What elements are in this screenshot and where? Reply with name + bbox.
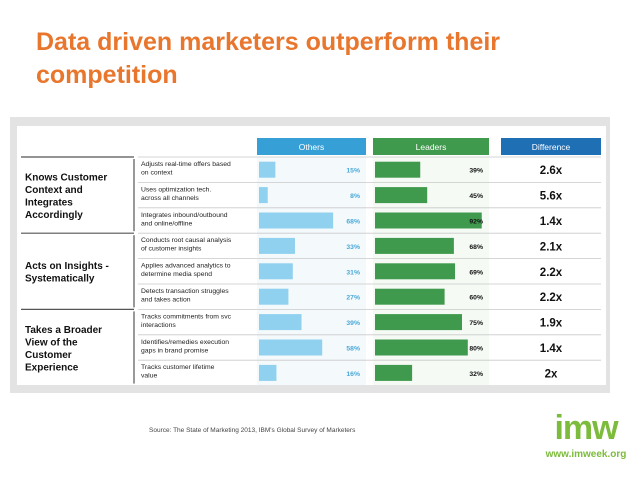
chart-area: Others Leaders Difference Knows Customer Con… <box>17 126 606 387</box>
leaders-value-label: 60% <box>469 295 483 302</box>
group-label-line: Experience <box>25 362 79 373</box>
others-bar <box>259 364 277 381</box>
group-label-line: Customer <box>25 350 72 361</box>
leaders-value-label: 32% <box>469 371 483 378</box>
leaders-bar <box>375 364 413 381</box>
slide-title: Data driven marketers outperform their c… <box>36 26 626 92</box>
others-bar <box>259 288 289 305</box>
difference-value-label: 5.6x <box>540 191 563 203</box>
row-label-line: Uses optimization tech. <box>141 186 211 193</box>
leaders-bar <box>375 161 421 178</box>
difference-value-label: 2.2x <box>540 267 563 279</box>
group-label-line: Systematically <box>25 274 95 285</box>
row-label-line: Tracks customer lifetime <box>141 364 215 371</box>
row-label-line: Identifies/remedies execution <box>141 339 229 346</box>
leaders-value-label: 39% <box>469 168 483 175</box>
others-bar <box>259 339 323 356</box>
leaders-value-label: 69% <box>469 269 483 276</box>
row-label-line: Applies advanced analytics to <box>141 263 231 270</box>
others-value-label: 31% <box>346 269 360 276</box>
row-label-line: Conducts root causal analysis <box>141 237 232 244</box>
leaders-bar <box>375 187 428 204</box>
row-label-line: across all channels <box>141 195 199 202</box>
group-label-line: Accordingly <box>25 210 83 221</box>
leaders-value-label: 68% <box>469 244 483 251</box>
difference-value-label: 2x <box>545 368 558 380</box>
row-label-line: and online/offline <box>141 220 192 227</box>
row-label-line: value <box>141 373 157 380</box>
group-label-line: Takes a Broader <box>25 325 102 336</box>
row-label-line: Detects transaction struggles <box>141 288 229 295</box>
group-label-line: Knows Customer <box>25 172 107 183</box>
others-value-label: 16% <box>346 371 360 378</box>
others-value-label: 58% <box>346 346 360 353</box>
chart-panel: Others Leaders Difference Knows Customer Con… <box>10 117 610 393</box>
difference-value-label: 1.4x <box>540 216 563 228</box>
difference-value-label: 1.9x <box>540 318 563 330</box>
leaders-bar <box>375 339 468 356</box>
slide-title-line-1: Data driven marketers outperform their <box>36 28 501 56</box>
row-label-line: and takes action <box>141 297 191 304</box>
column-header-label: Others <box>299 142 325 152</box>
others-bar <box>259 237 295 254</box>
others-bar <box>259 212 334 229</box>
slide-title-line-2: competition <box>36 61 178 89</box>
others-bar <box>259 161 276 178</box>
others-value-label: 68% <box>346 219 360 226</box>
column-header-label: Leaders <box>416 142 447 152</box>
leaders-bar <box>375 212 482 229</box>
leaders-value-label: 80% <box>469 346 483 353</box>
row-label-line: Tracks commitments from svc <box>141 313 232 320</box>
others-value-label: 8% <box>350 193 360 200</box>
column-header-bg-0 <box>257 138 366 155</box>
row-label-line: Integrates inbound/outbound <box>141 212 228 219</box>
row-label-line: of customer insights <box>141 246 202 253</box>
leaders-bar <box>375 263 456 280</box>
group-label-line: Integrates <box>25 197 73 208</box>
others-value-label: 33% <box>346 244 360 251</box>
leaders-bar <box>375 237 454 254</box>
column-header-bg-2 <box>501 138 601 155</box>
source-note: Source: The State of Marketing 2013, IBM… <box>149 427 356 434</box>
row-label-line: on context <box>141 170 172 177</box>
logo-wordmark: imw <box>554 409 618 447</box>
leaders-value-label: 92% <box>469 219 483 226</box>
others-bar <box>259 187 268 204</box>
difference-value-label: 2.6x <box>540 165 563 177</box>
difference-value-label: 2.2x <box>540 292 563 304</box>
leaders-value-label: 75% <box>469 320 483 327</box>
others-value-label: 27% <box>346 295 360 302</box>
leaders-bar <box>375 314 462 331</box>
row-label-line: gaps in brand promise <box>141 347 208 354</box>
others-bar <box>259 314 302 331</box>
comparison-chart: Others Leaders Difference Knows Customer Con… <box>21 138 601 387</box>
row-label-line: Adjusts real-time offers based <box>141 161 231 168</box>
column-header-bg-1 <box>373 138 489 155</box>
leaders-bar <box>375 288 445 305</box>
others-value-label: 15% <box>346 168 360 175</box>
row-label-line: interactions <box>141 322 176 329</box>
others-bar <box>259 263 293 280</box>
imw-logo[interactable]: imw www.imweek.org <box>536 407 636 467</box>
group-label-line: Acts on Insights - <box>25 261 109 272</box>
logo-url[interactable]: www.imweek.org <box>545 449 627 460</box>
group-label-line: Context and <box>25 185 83 196</box>
leaders-value-label: 45% <box>469 193 483 200</box>
group-label-line: View of the <box>25 337 78 348</box>
others-value-label: 39% <box>346 320 360 327</box>
difference-value-label: 1.4x <box>540 343 563 355</box>
row-label-line: determine media spend <box>141 271 212 278</box>
difference-value-label: 2.1x <box>540 241 563 253</box>
column-header-label: Difference <box>532 142 571 152</box>
